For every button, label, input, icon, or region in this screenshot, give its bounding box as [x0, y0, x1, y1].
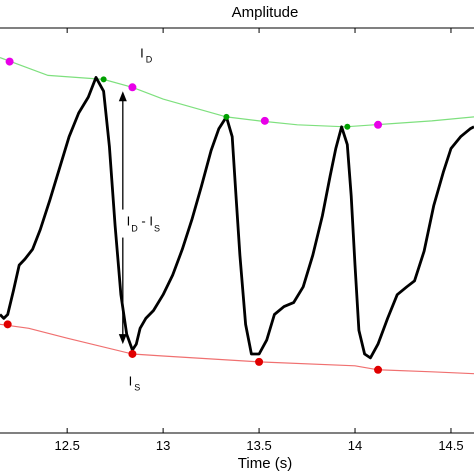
- annotation-layer: I D I S ID - IS: [118, 46, 160, 393]
- peak-marker: [100, 76, 107, 83]
- diastolic-marker: [374, 120, 383, 129]
- peak-marker: [344, 123, 351, 130]
- systolic-marker: [374, 365, 383, 374]
- systolic-marker: [128, 349, 137, 358]
- diastolic-envelope-line: [0, 57, 474, 128]
- series-layer: [0, 57, 474, 375]
- arrow-head-down: [118, 334, 127, 345]
- diastolic-marker: [260, 116, 269, 125]
- id-minus-is-label: ID - IS: [127, 214, 160, 234]
- diastolic-marker: [128, 83, 137, 92]
- x-tick-label: 13: [156, 438, 170, 453]
- x-tick-label: 13.5: [246, 438, 271, 453]
- x-tick-label: 12.5: [55, 438, 80, 453]
- plot-area: [0, 27, 474, 434]
- diastolic-marker: [5, 57, 14, 66]
- x-axis: 12.5 13 13.5 14 14.5: [55, 28, 464, 453]
- systolic-envelope-line: [0, 323, 474, 375]
- systolic-marker: [255, 357, 264, 366]
- peak-marker: [223, 113, 230, 120]
- arrow-head-up: [118, 91, 127, 102]
- x-tick-label: 14.5: [438, 438, 463, 453]
- signal-line: [0, 76, 474, 360]
- systolic-marker: [3, 320, 12, 329]
- chart-title: Amplitude: [232, 4, 299, 21]
- x-axis-label: Time (s): [238, 455, 292, 472]
- x-tick-label: 14: [348, 438, 362, 453]
